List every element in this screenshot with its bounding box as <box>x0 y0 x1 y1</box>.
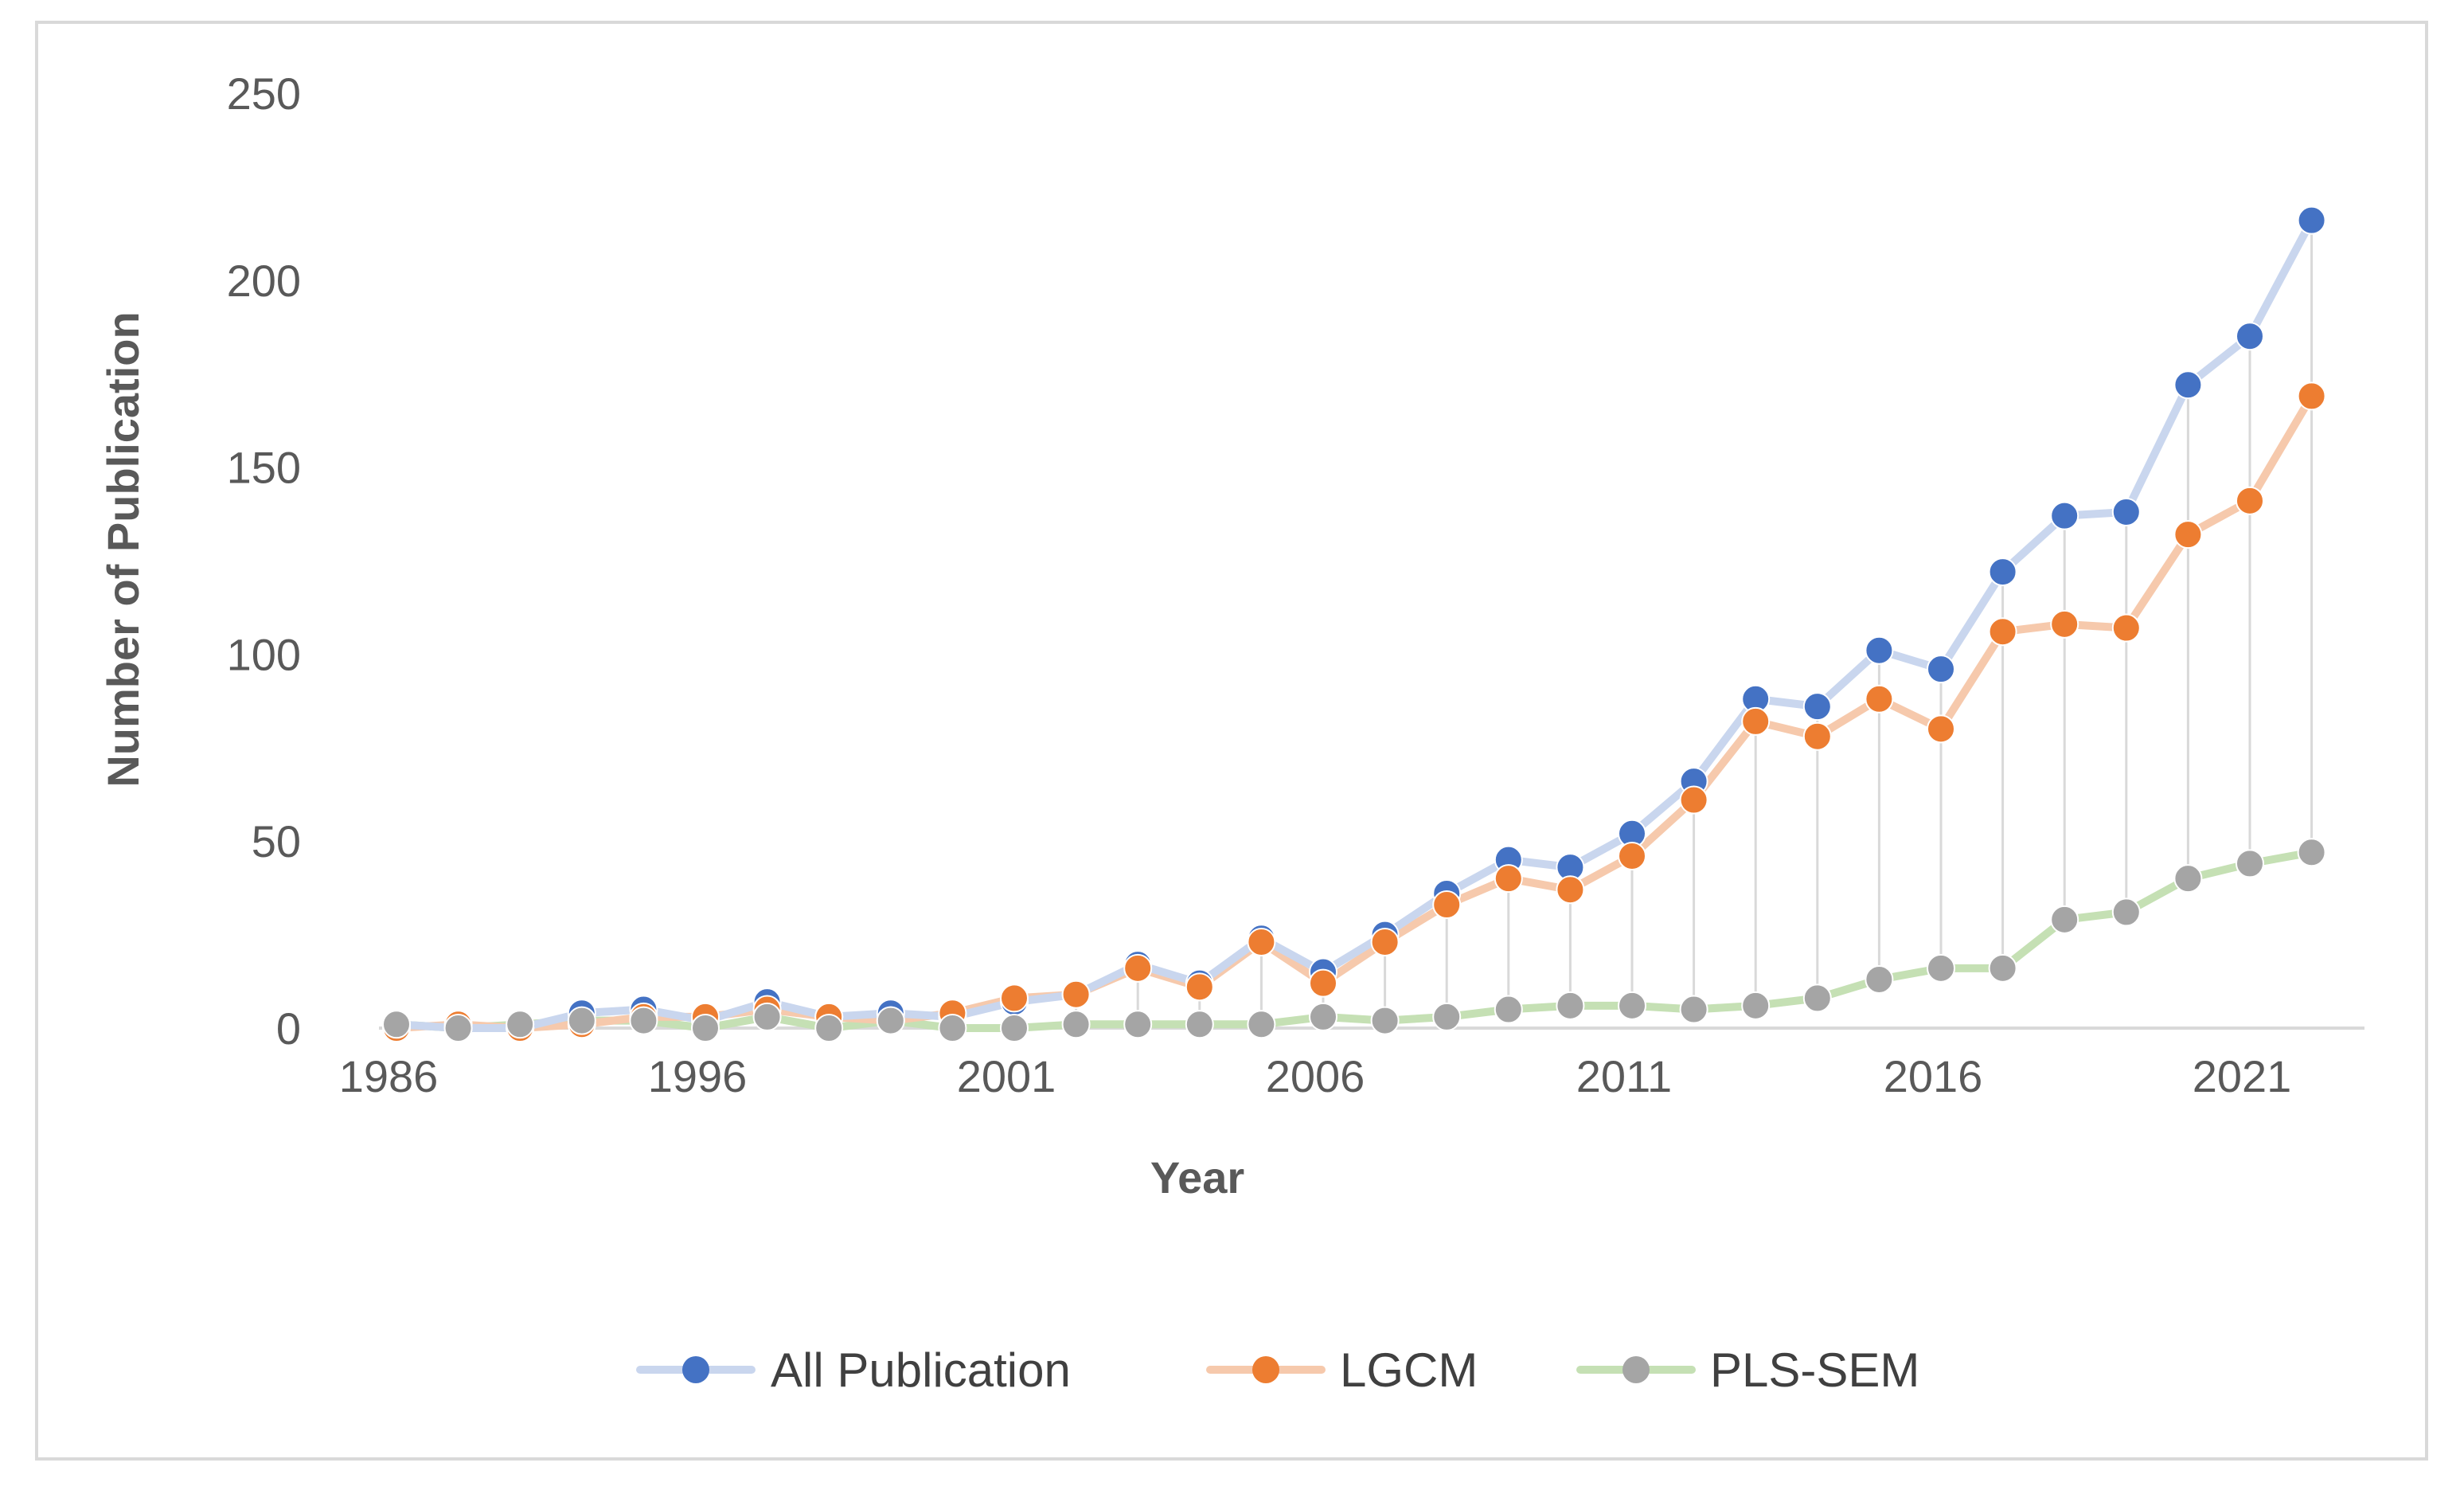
data-point-pls-sem <box>2111 897 2141 927</box>
data-point-all-publication <box>1802 692 1832 721</box>
y-axis-title: Number of Publication <box>98 311 148 787</box>
data-point-all-publication <box>2236 322 2264 351</box>
y-axis-ticks: 0 50 100 150 200 250 <box>227 68 301 1054</box>
data-point-pls-sem <box>1309 1002 1337 1031</box>
data-point-pls-sem <box>1123 1010 1153 1039</box>
legend-label-pls-sem: PLS-SEM <box>1710 1343 1919 1397</box>
data-point-lgcm <box>1802 721 1832 751</box>
data-point-pls-sem <box>1000 1014 1029 1042</box>
data-point-pls-sem <box>1556 991 1585 1020</box>
data-point-lgcm <box>1185 972 1214 1002</box>
x-tick-label: 2011 <box>1576 1051 1672 1101</box>
data-point-lgcm <box>2236 486 2264 515</box>
legend-marker-lgcm <box>1252 1356 1279 1383</box>
data-point-pls-sem <box>567 1006 596 1035</box>
y-tick-label: 250 <box>227 68 301 119</box>
data-point-lgcm <box>1679 785 1708 815</box>
data-point-pls-sem <box>2050 905 2079 934</box>
data-point-pls-sem <box>814 1014 844 1042</box>
data-point-pls-sem <box>1741 991 1771 1020</box>
data-point-pls-sem <box>506 1010 535 1039</box>
y-tick-label: 150 <box>227 443 301 493</box>
y-tick-label: 50 <box>252 816 301 866</box>
data-point-lgcm <box>1000 983 1029 1013</box>
y-tick-label: 200 <box>227 256 301 306</box>
data-point-lgcm <box>2111 613 2141 643</box>
data-point-pls-sem <box>382 1010 411 1039</box>
data-point-pls-sem <box>1988 953 2017 983</box>
x-axis-title: Year <box>1150 1152 1244 1202</box>
data-point-pls-sem <box>1618 991 1646 1020</box>
legend: All Publication LGCM PLS-SEM <box>636 1343 1919 1397</box>
series-lines <box>392 216 2316 1032</box>
series-line-pls-sem <box>392 848 2316 1032</box>
x-tick-label: 1986 <box>339 1051 439 1101</box>
series-points <box>382 205 2326 1042</box>
data-point-lgcm <box>1865 684 1894 714</box>
data-point-pls-sem <box>443 1014 473 1042</box>
data-point-pls-sem <box>629 1006 658 1035</box>
data-point-all-publication <box>1988 557 2017 587</box>
data-point-all-publication <box>2173 370 2203 400</box>
data-point-pls-sem <box>691 1014 720 1042</box>
legend-label-all-publication: All Publication <box>771 1343 1071 1397</box>
data-point-all-publication <box>2297 205 2326 235</box>
data-point-pls-sem <box>2236 849 2264 878</box>
line-chart: 0 50 100 150 200 250 1986 1996 2001 2006 2011 2016… <box>98 68 2364 1397</box>
data-point-lgcm <box>1927 714 1955 744</box>
y-tick-label: 0 <box>276 1003 301 1054</box>
data-point-all-publication <box>1927 655 1955 684</box>
data-point-lgcm <box>2297 381 2326 411</box>
data-point-pls-sem <box>752 1002 782 1031</box>
x-tick-label: 1996 <box>648 1051 748 1101</box>
data-point-pls-sem <box>1370 1006 1400 1035</box>
data-point-pls-sem <box>2173 864 2203 894</box>
x-tick-label: 2016 <box>1884 1051 1983 1101</box>
data-point-lgcm <box>1370 927 1400 956</box>
series-line-all-publication <box>392 216 2316 1032</box>
legend-label-lgcm: LGCM <box>1340 1343 1478 1397</box>
chart-frame: 0 50 100 150 200 250 1986 1996 2001 2006 2011 2016… <box>35 21 2428 1461</box>
data-point-all-publication <box>2050 501 2079 530</box>
data-point-lgcm <box>1061 980 1091 1009</box>
data-point-pls-sem <box>1432 1002 1462 1031</box>
data-point-pls-sem <box>876 1006 905 1035</box>
data-point-pls-sem <box>938 1014 967 1042</box>
y-tick-label: 100 <box>227 629 301 679</box>
series-line-lgcm <box>392 392 2316 1032</box>
legend-marker-all-publication <box>682 1356 709 1383</box>
data-point-pls-sem <box>1185 1010 1214 1039</box>
data-point-pls-sem <box>1247 1010 1276 1039</box>
data-point-lgcm <box>2173 520 2203 549</box>
data-point-pls-sem <box>1061 1010 1091 1039</box>
x-axis-ticks: 1986 1996 2001 2006 2011 2016 2021 <box>339 1051 2292 1101</box>
data-point-pls-sem <box>2297 838 2326 867</box>
data-point-pls-sem <box>1494 995 1523 1024</box>
data-point-pls-sem <box>1865 964 1894 994</box>
data-point-pls-sem <box>1679 995 1708 1024</box>
data-point-pls-sem <box>1802 983 1832 1013</box>
data-point-lgcm <box>2050 609 2079 639</box>
data-point-lgcm <box>1247 927 1276 956</box>
data-point-lgcm <box>1618 841 1646 870</box>
data-point-lgcm <box>1432 890 1462 920</box>
data-point-lgcm <box>1309 968 1337 998</box>
data-point-lgcm <box>1123 953 1153 983</box>
data-point-lgcm <box>1988 617 2017 647</box>
data-point-lgcm <box>1494 864 1523 894</box>
x-tick-label: 2001 <box>957 1051 1056 1101</box>
x-tick-label: 2006 <box>1266 1051 1365 1101</box>
drop-lines <box>395 220 2314 1028</box>
legend-marker-pls-sem <box>1622 1356 1650 1383</box>
data-point-all-publication <box>2111 497 2141 526</box>
data-point-pls-sem <box>1927 953 1955 983</box>
data-point-all-publication <box>1865 635 1894 665</box>
data-point-lgcm <box>1556 875 1585 905</box>
data-point-lgcm <box>1741 706 1771 736</box>
x-tick-label: 2021 <box>2193 1051 2292 1101</box>
